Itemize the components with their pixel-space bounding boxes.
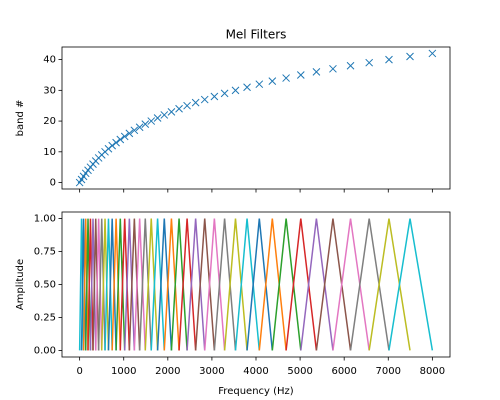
filter-line bbox=[213, 218, 237, 351]
marker bbox=[120, 132, 129, 141]
filter-line bbox=[144, 218, 159, 351]
filter-line bbox=[94, 218, 103, 351]
y-tick-label: 0 bbox=[50, 178, 56, 189]
filter-line bbox=[258, 218, 287, 351]
marker bbox=[255, 80, 264, 89]
marker bbox=[282, 74, 290, 82]
filter-line bbox=[194, 218, 216, 351]
filter-line bbox=[203, 218, 226, 351]
marker bbox=[210, 92, 219, 101]
y-tick-label: 20 bbox=[43, 116, 56, 127]
marker bbox=[428, 49, 437, 58]
y-tick-label: 10 bbox=[43, 147, 56, 158]
y-tick-label: 30 bbox=[43, 85, 56, 96]
marker bbox=[153, 114, 162, 122]
filter-line bbox=[300, 218, 334, 351]
filter-line bbox=[123, 218, 136, 351]
filter-line bbox=[115, 218, 126, 351]
marker bbox=[231, 86, 240, 95]
filter-line bbox=[133, 218, 147, 351]
y-tick-label: 0.75 bbox=[34, 247, 56, 258]
marker bbox=[125, 129, 134, 138]
marker bbox=[200, 95, 209, 104]
filter-line bbox=[271, 218, 302, 351]
marker bbox=[220, 89, 229, 98]
marker bbox=[346, 61, 355, 70]
x-tick-label: 4000 bbox=[243, 366, 268, 377]
chart-title: Mel Filters bbox=[226, 28, 287, 42]
filter-line bbox=[89, 218, 97, 351]
filter-line bbox=[82, 218, 89, 351]
marker bbox=[135, 123, 144, 132]
marker bbox=[296, 71, 305, 79]
y-tick-label: 40 bbox=[43, 55, 56, 66]
filter-line bbox=[100, 218, 110, 351]
marker bbox=[365, 58, 374, 67]
marker bbox=[329, 64, 337, 73]
filter-line bbox=[107, 218, 117, 351]
x-tick-label: 7000 bbox=[376, 366, 401, 377]
filter-line bbox=[111, 218, 122, 351]
y-tick-label: 0.00 bbox=[34, 345, 56, 356]
x-tick-label: 6000 bbox=[331, 366, 356, 377]
filter-line bbox=[388, 218, 434, 351]
marker bbox=[191, 98, 200, 107]
x-tick-label: 0 bbox=[76, 366, 82, 377]
y-tick-label: 1.00 bbox=[34, 214, 56, 225]
y-axis-label: band # bbox=[15, 100, 26, 137]
filter-line bbox=[285, 218, 318, 351]
filter-line bbox=[163, 218, 180, 351]
filter-line bbox=[119, 218, 131, 351]
x-axis-label: Frequency (Hz) bbox=[218, 386, 294, 397]
x-tick-label: 5000 bbox=[287, 366, 312, 377]
filter-line bbox=[332, 218, 370, 351]
filter-line bbox=[315, 218, 352, 351]
filter-line bbox=[178, 218, 197, 351]
axes-frame bbox=[61, 211, 451, 358]
x-tick-label: 2000 bbox=[155, 366, 180, 377]
marker bbox=[385, 55, 393, 64]
marker bbox=[108, 141, 117, 150]
marker bbox=[116, 135, 125, 144]
marker bbox=[268, 77, 277, 85]
marker bbox=[130, 126, 139, 135]
y-axis-label: Amplitude bbox=[15, 259, 26, 310]
filter-line bbox=[223, 218, 248, 351]
marker bbox=[312, 68, 321, 76]
filter-line bbox=[349, 218, 390, 351]
filter-line bbox=[234, 218, 261, 351]
filter-line bbox=[87, 218, 94, 351]
marker bbox=[406, 52, 414, 61]
filter-line bbox=[150, 218, 166, 351]
axes-frame bbox=[61, 46, 451, 190]
y-tick-label: 0.50 bbox=[34, 280, 56, 291]
filter-line bbox=[368, 218, 411, 351]
filter-line bbox=[128, 218, 141, 351]
x-tick-label: 8000 bbox=[420, 366, 445, 377]
filter-line bbox=[156, 218, 173, 351]
y-tick-label: 0.25 bbox=[34, 312, 56, 323]
marker bbox=[175, 104, 183, 113]
filter-line bbox=[170, 218, 188, 351]
x-tick-label: 3000 bbox=[199, 366, 224, 377]
filter-line bbox=[84, 218, 92, 351]
marker bbox=[243, 83, 251, 92]
x-tick-label: 1000 bbox=[111, 366, 136, 377]
marker bbox=[147, 117, 156, 125]
filter-line bbox=[97, 218, 106, 351]
filter-line bbox=[186, 218, 206, 351]
marker bbox=[160, 111, 169, 119]
marker bbox=[141, 120, 150, 129]
filter-line bbox=[104, 218, 113, 351]
filter-line bbox=[246, 218, 274, 351]
marker bbox=[183, 101, 191, 110]
filter-line bbox=[138, 218, 152, 351]
marker bbox=[167, 107, 176, 116]
filter-line bbox=[92, 218, 100, 351]
marker bbox=[112, 138, 120, 147]
